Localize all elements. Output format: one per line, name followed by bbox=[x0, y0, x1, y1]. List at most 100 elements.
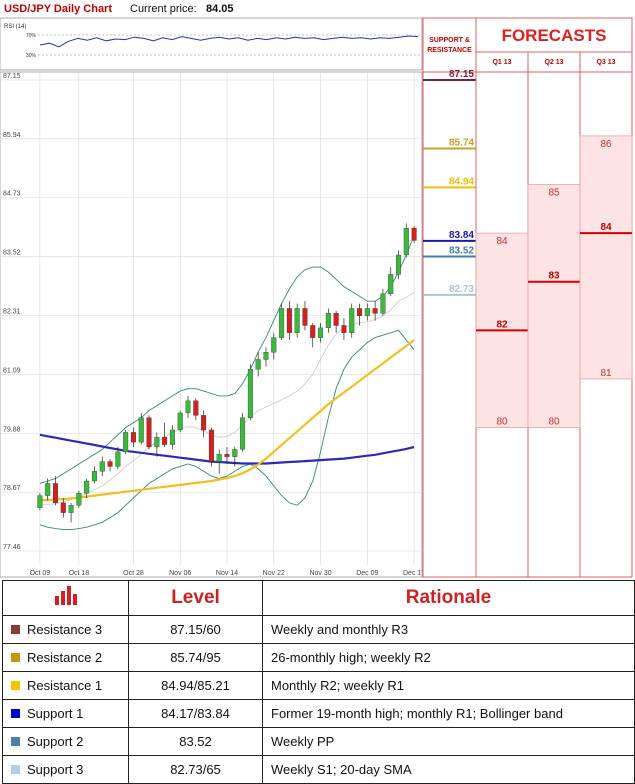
candle-down bbox=[130, 432, 136, 443]
candle-down bbox=[357, 308, 363, 316]
y-tick-label: 82.31 bbox=[3, 308, 21, 315]
candle-up bbox=[318, 327, 324, 338]
forecast-title: FORECASTS bbox=[502, 26, 607, 45]
bar-chart-icon bbox=[54, 586, 77, 605]
candle-down bbox=[53, 483, 58, 504]
forecast-band bbox=[527, 184, 581, 428]
row-rationale: Weekly S1; 20-day SMA bbox=[262, 755, 635, 784]
rsi-label: RSI (14) bbox=[4, 24, 26, 30]
candle-up bbox=[255, 359, 261, 370]
candle-up bbox=[169, 429, 175, 445]
row-name: Support 1 bbox=[27, 706, 84, 721]
forecast-low-label: 80 bbox=[496, 417, 508, 428]
x-axis-ticks: Oct 09 Oct 18 Oct 28 Nov 06 Nov 14 Nov 22 Nov … bbox=[30, 570, 426, 577]
sr-label: 82.73 bbox=[449, 284, 474, 295]
candle-up bbox=[84, 480, 90, 494]
row-rationale: Weekly and monthly R3 bbox=[262, 615, 635, 644]
y-tick-label: 79.88 bbox=[3, 426, 21, 433]
y-tick-label: 77.46 bbox=[3, 544, 21, 551]
x-tick-label: Nov 30 bbox=[309, 570, 331, 577]
row-level: 84.17/83.84 bbox=[128, 699, 263, 728]
forecast-panel: FORECASTS Q1 13 Q2 13 Q3 13 84 80 82 85 80 83… bbox=[475, 17, 633, 578]
candle-up bbox=[388, 274, 394, 295]
candle-up bbox=[263, 352, 269, 360]
candle-up bbox=[247, 369, 253, 418]
candle-up bbox=[294, 308, 300, 333]
sr-label: 83.84 bbox=[449, 230, 474, 241]
levels-table: Level Rationale Resistance 3 87.15/60 We… bbox=[2, 580, 635, 784]
table-row: Support 1 84.17/83.84 Former 19-month hi… bbox=[2, 699, 635, 728]
candle-up bbox=[185, 400, 191, 414]
rsi-line bbox=[39, 35, 419, 48]
x-tick-label: Oct 28 bbox=[123, 570, 144, 577]
rsi-lower-label: 30% bbox=[26, 53, 37, 59]
candle-up bbox=[91, 471, 97, 482]
sr-label: 84.94 bbox=[449, 176, 474, 187]
candle-down bbox=[146, 417, 152, 448]
usdjpy-chart: USD/JPY Daily Chart Current price: 84.05… bbox=[0, 3, 633, 578]
sma-50-line bbox=[39, 339, 415, 502]
row-name: Support 3 bbox=[27, 762, 84, 777]
x-tick-label: Nov 22 bbox=[263, 570, 285, 577]
x-tick-label: Dec 09 bbox=[356, 570, 378, 577]
color-swatch bbox=[11, 681, 20, 691]
candle-up bbox=[232, 449, 238, 457]
row-rationale: 26-monthly high; weekly R2 bbox=[262, 643, 635, 672]
candle-up bbox=[403, 228, 409, 256]
y-tick-label: 87.15 bbox=[3, 73, 21, 80]
x-tick-label: Nov 06 bbox=[169, 570, 191, 577]
candle-up bbox=[396, 254, 401, 275]
current-price-label: Current price: bbox=[130, 3, 197, 15]
candle-up bbox=[279, 308, 285, 338]
candle-up bbox=[68, 505, 74, 513]
table-row: Resistance 1 84.94/85.21 Monthly R2; wee… bbox=[2, 671, 635, 700]
candle-up bbox=[115, 451, 121, 467]
candle-up bbox=[216, 454, 222, 462]
color-swatch bbox=[11, 625, 20, 635]
x-tick-label: Oct 18 bbox=[69, 570, 90, 577]
sr-label: 87.15 bbox=[449, 69, 474, 80]
candle-up bbox=[123, 432, 129, 452]
rsi-panel: RSI (14) 70% 30% bbox=[0, 17, 423, 71]
x-tick-label: Oct 09 bbox=[30, 570, 51, 577]
candle-up bbox=[154, 437, 160, 448]
candle-down bbox=[193, 400, 199, 416]
y-tick-label: 84.73 bbox=[3, 191, 21, 198]
candle-down bbox=[286, 308, 292, 333]
candle-down bbox=[107, 461, 113, 467]
sr-label: 83.52 bbox=[449, 245, 474, 256]
candle-up bbox=[240, 417, 246, 450]
current-price-value: 84.05 bbox=[206, 3, 234, 15]
sr-title-line1: SUPPORT & bbox=[429, 37, 470, 44]
y-tick-label: 83.52 bbox=[3, 249, 21, 256]
table-header-row: Level Rationale bbox=[2, 580, 635, 616]
row-level: 85.74/95 bbox=[128, 643, 263, 672]
forecast-col-q1: Q1 13 bbox=[492, 59, 511, 66]
x-tick-label: Nov 14 bbox=[216, 570, 238, 577]
bollinger-lower-line bbox=[39, 329, 415, 531]
candle-down bbox=[411, 228, 417, 241]
y-axis-ticks: 87.15 85.94 84.73 83.52 82.31 81.09 79.88 78.67… bbox=[3, 73, 21, 551]
level-header: Level bbox=[128, 580, 263, 616]
candle-down bbox=[333, 313, 339, 326]
row-rationale: Former 19-month high; monthly R1; Bollin… bbox=[262, 699, 635, 728]
candle-down bbox=[224, 454, 230, 457]
bollinger-upper-line bbox=[39, 235, 415, 484]
rsi-upper-label: 70% bbox=[26, 33, 37, 39]
color-swatch bbox=[11, 653, 20, 663]
bar-chart-icon-cell bbox=[2, 580, 129, 616]
candle-down bbox=[372, 308, 378, 314]
rationale-header: Rationale bbox=[262, 580, 635, 616]
color-swatch bbox=[11, 709, 20, 719]
candle-up bbox=[177, 412, 183, 431]
sr-label: 85.74 bbox=[449, 138, 474, 149]
y-tick-label: 85.94 bbox=[3, 132, 21, 139]
candle-down bbox=[302, 308, 308, 326]
row-rationale: Monthly R2; weekly R1 bbox=[262, 671, 635, 700]
forecast-high-label: 86 bbox=[600, 139, 612, 150]
y-tick-label: 78.67 bbox=[3, 485, 21, 492]
candle-up bbox=[364, 308, 370, 316]
row-level: 83.52 bbox=[128, 727, 263, 756]
x-tick-label: Dec 17 bbox=[403, 570, 425, 577]
candle-down bbox=[310, 325, 316, 338]
